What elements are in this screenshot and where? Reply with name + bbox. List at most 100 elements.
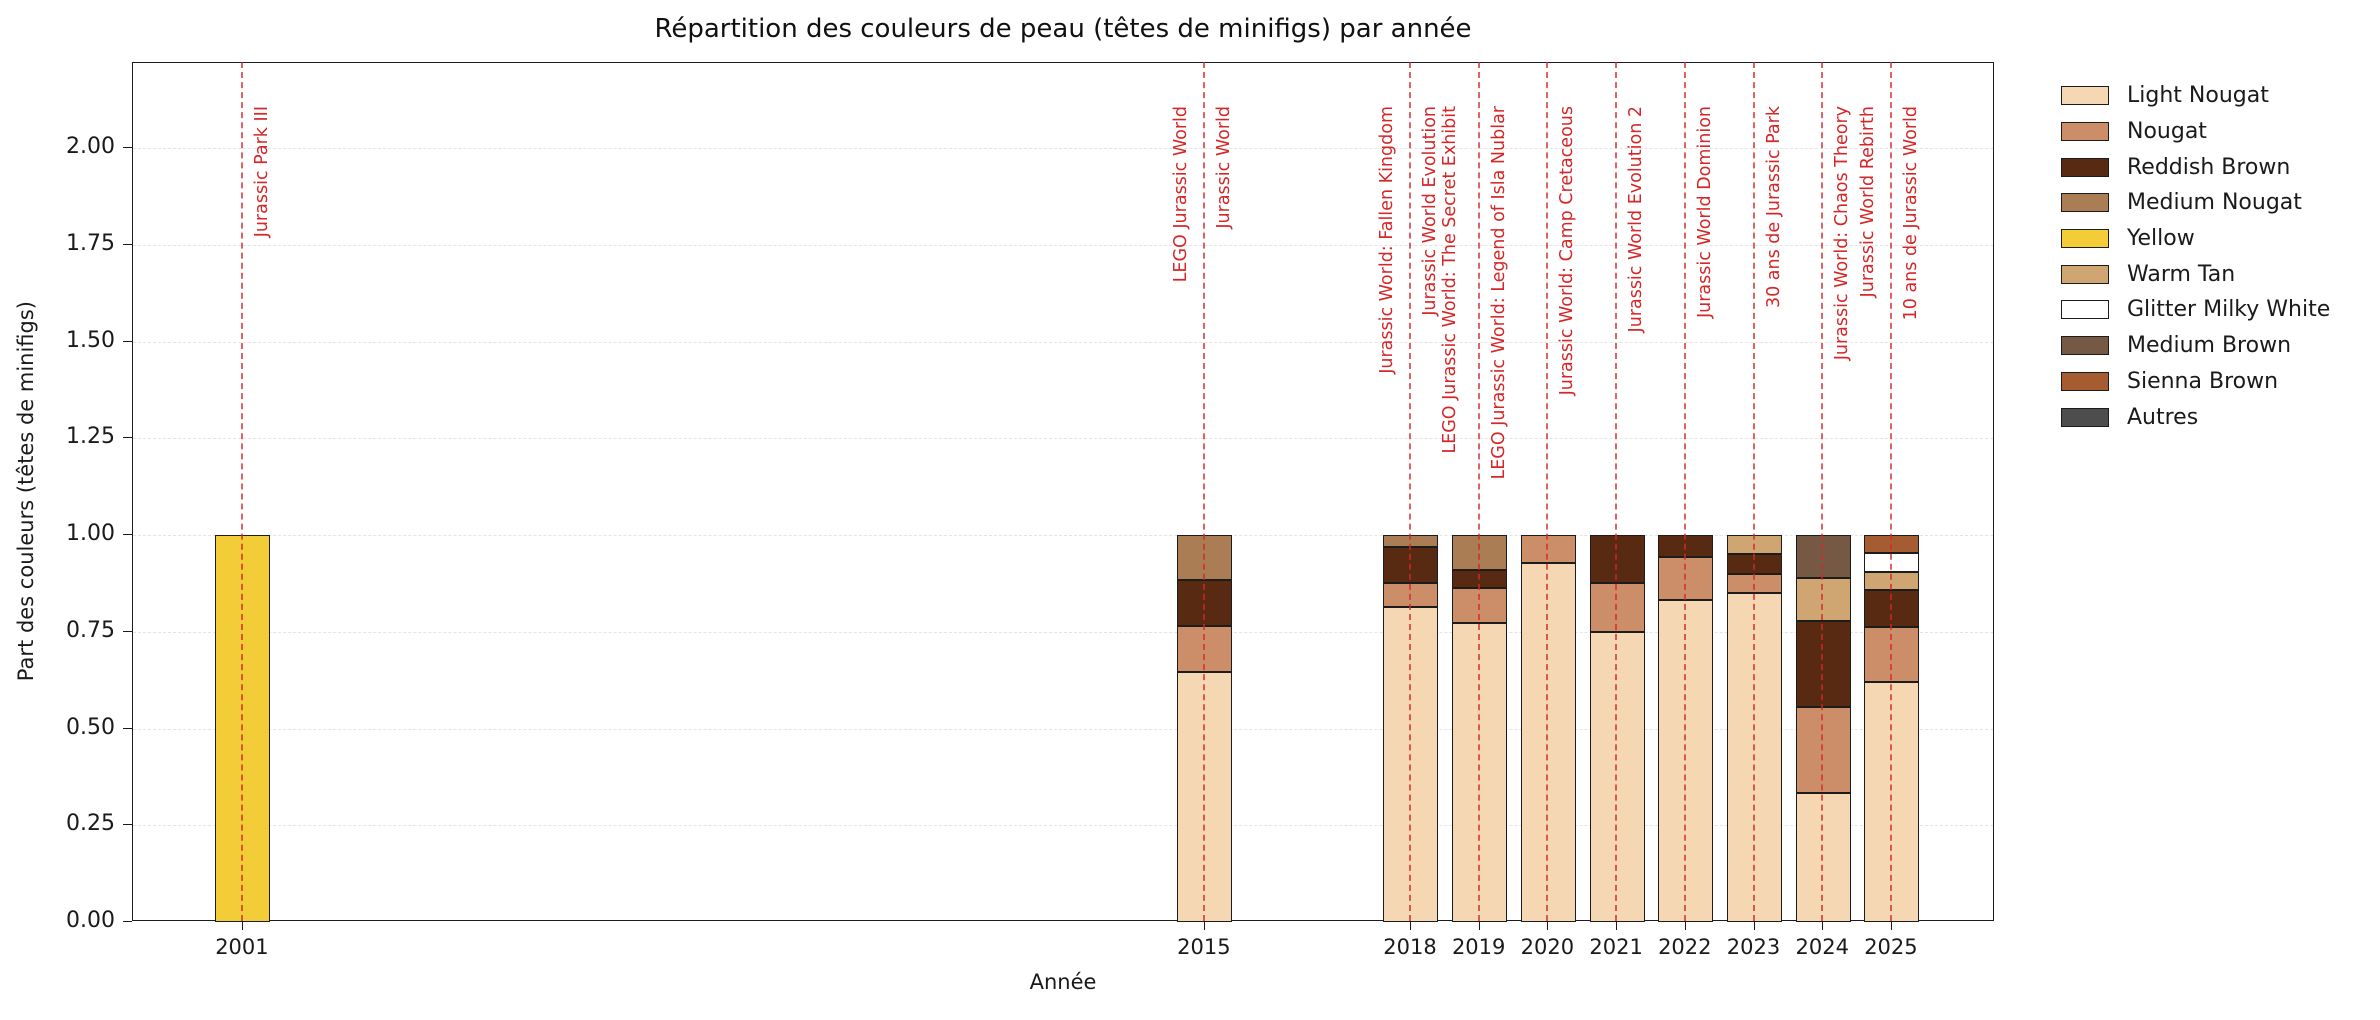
legend-swatch-icon — [2061, 193, 2109, 213]
y-tick-label: 1.75 — [66, 230, 115, 256]
x-tick-mark — [1616, 921, 1618, 930]
event-line-2023 — [1752, 62, 1755, 921]
chart-title: Répartition des couleurs de peau (têtes … — [654, 14, 1472, 44]
event-label-2020: Jurassic World: Camp Cretaceous — [1557, 106, 1578, 396]
event-line-2020 — [1546, 62, 1549, 921]
event-line-2024 — [1821, 62, 1824, 921]
x-tick-label: 2022 — [1658, 935, 1712, 959]
x-tick-label: 2020 — [1520, 935, 1575, 959]
y-tick-mark — [123, 243, 132, 245]
event-label-2015: Jurassic World — [1213, 106, 1234, 229]
y-tick-mark — [123, 727, 132, 729]
legend-item-nougat: Nougat — [2061, 114, 2330, 150]
y-tick-label: 1.25 — [66, 424, 115, 450]
bar-segment-warm-tan-2025 — [1864, 571, 1920, 591]
event-label-2018: LEGO Jurassic World: The Secret Exhibit — [1439, 106, 1460, 454]
legend-label: Medium Brown — [2127, 333, 2292, 359]
x-tick-label: 2015 — [1177, 935, 1231, 959]
legend-label: Autres — [2127, 404, 2199, 430]
legend-item-medium-brown: Medium Brown — [2061, 328, 2330, 364]
y-axis-title: Part des couleurs (têtes de minifigs) — [14, 301, 38, 682]
y-tick-mark — [123, 824, 132, 826]
legend-item-yellow: Yellow — [2061, 221, 2330, 257]
y-tick-label: 1.00 — [66, 521, 115, 547]
legend-item-sienna-brown: Sienna Brown — [2061, 364, 2330, 400]
event-label-2001: Jurassic Park III — [251, 106, 272, 238]
legend-item-medium-nougat: Medium Nougat — [2061, 185, 2330, 221]
x-tick-mark — [1822, 921, 1824, 930]
gridline-y-1.5 — [133, 341, 1993, 343]
event-label-2015: LEGO Jurassic World — [1170, 106, 1191, 283]
x-tick-label: 2021 — [1589, 935, 1643, 959]
event-line-2019 — [1477, 62, 1480, 921]
legend-swatch-icon — [2061, 264, 2109, 284]
legend-item-glitter-milky-white: Glitter Milky White — [2061, 292, 2330, 328]
x-tick-mark — [1684, 921, 1686, 930]
legend-swatch-icon — [2061, 122, 2109, 142]
event-line-2021 — [1615, 62, 1618, 921]
legend-label: Reddish Brown — [2127, 154, 2291, 180]
x-tick-mark — [1890, 921, 1892, 930]
legend-label: Warm Tan — [2127, 261, 2236, 287]
legend-label: Medium Nougat — [2127, 190, 2302, 216]
event-line-2025 — [1889, 62, 1892, 921]
legend-label: Nougat — [2127, 119, 2207, 145]
legend-swatch-icon — [2061, 371, 2109, 391]
bar-segment-nougat-2025 — [1864, 627, 1920, 683]
bar-segment-light-nougat-2025 — [1864, 682, 1920, 922]
event-label-2022: Jurassic World Dominion — [1694, 106, 1715, 319]
event-label-2025: 10 ans de Jurassic World — [1900, 106, 1921, 321]
x-tick-mark — [1478, 921, 1480, 930]
y-tick-label: 0.25 — [66, 811, 115, 837]
x-tick-mark — [1409, 921, 1411, 930]
bar-segment-reddish-brown-2022 — [1658, 535, 1714, 557]
bar-segment-nougat-2022 — [1658, 556, 1714, 600]
y-tick-mark — [123, 921, 132, 922]
y-tick-mark — [123, 437, 132, 439]
x-tick-mark — [1547, 921, 1549, 930]
legend-swatch-icon — [2061, 229, 2109, 249]
gridline-y-2 — [133, 148, 1993, 150]
gridline-y-0.75 — [133, 631, 1993, 633]
bar-segment-reddish-brown-2025 — [1864, 590, 1920, 628]
legend-item-warm-tan: Warm Tan — [2061, 256, 2330, 292]
x-tick-label: 2019 — [1451, 935, 1506, 959]
legend-swatch-icon — [2061, 300, 2109, 320]
y-tick-mark — [123, 147, 132, 149]
legend-label: Glitter Milky White — [2127, 297, 2331, 323]
x-tick-label: 2023 — [1726, 935, 1781, 959]
event-label-2018: Jurassic World: Fallen Kingdom — [1376, 106, 1397, 374]
event-label-2025: Jurassic World Rebirth — [1857, 106, 1878, 298]
gridline-y-1 — [133, 535, 1993, 537]
legend-item-light-nougat: Light Nougat — [2061, 78, 2330, 114]
x-tick-label: 2018 — [1383, 935, 1437, 959]
y-tick-mark — [123, 630, 132, 632]
event-label-2021: Jurassic World Evolution 2 — [1626, 106, 1647, 333]
x-tick-mark — [241, 921, 243, 930]
bar-segment-sienna-brown-2025 — [1864, 535, 1920, 554]
legend-swatch-icon — [2061, 336, 2109, 356]
event-label-2023: 30 ans de Jurassic Park — [1763, 106, 1784, 309]
legend-item-reddish-brown: Reddish Brown — [2061, 149, 2330, 185]
y-tick-label: 0.75 — [66, 617, 115, 643]
legend-swatch-icon — [2061, 407, 2109, 427]
gridline-y-1.25 — [133, 438, 1993, 440]
bar-segment-light-nougat-2022 — [1658, 599, 1714, 922]
bar-segment-glitter-milky-white-2025 — [1864, 553, 1920, 572]
gridline-y-0.5 — [133, 728, 1993, 730]
legend-label: Light Nougat — [2127, 83, 2269, 109]
legend-label: Yellow — [2127, 226, 2195, 252]
y-tick-label: 0.00 — [66, 908, 115, 933]
x-tick-mark — [1203, 921, 1205, 930]
gridline-y-1.75 — [133, 244, 1993, 246]
event-line-2015 — [1202, 62, 1205, 921]
event-label-2024: Jurassic World: Chaos Theory — [1832, 106, 1853, 361]
event-label-2019: LEGO Jurassic World: Legend of Isla Nubl… — [1488, 106, 1509, 480]
x-tick-label: 2001 — [215, 935, 269, 959]
legend-item-autres: Autres — [2061, 399, 2330, 435]
y-tick-label: 0.50 — [66, 714, 115, 740]
legend-swatch-icon — [2061, 86, 2109, 106]
legend: Light Nougat Nougat Reddish Brown Medium No… — [2061, 78, 2330, 435]
legend-label: Sienna Brown — [2127, 368, 2279, 394]
event-line-2018 — [1408, 62, 1411, 921]
